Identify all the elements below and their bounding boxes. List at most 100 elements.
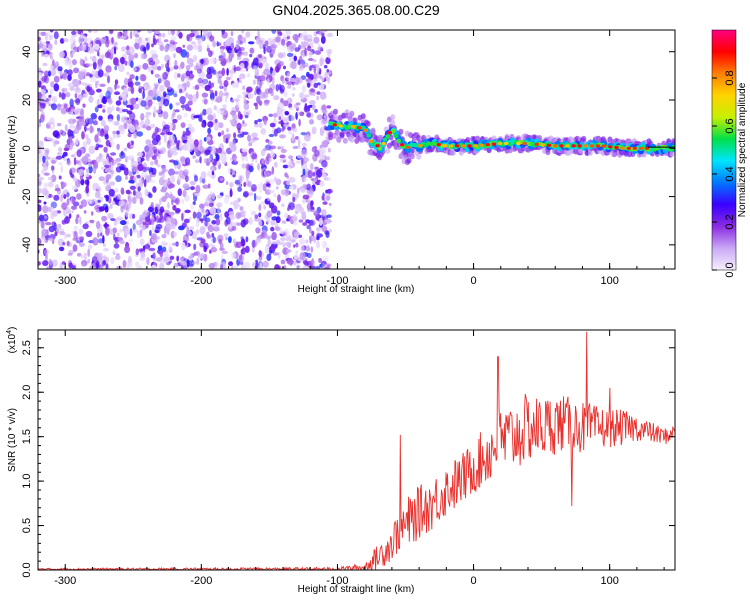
- spectrogram-noise-cell: [144, 114, 150, 119]
- spectrogram-noise-cell: [236, 241, 242, 249]
- spectrogram-x-tick-label: 0: [470, 275, 476, 287]
- spectrogram-noise-cell: [243, 103, 250, 111]
- spectrogram-noise-cell: [136, 264, 141, 269]
- spectrogram-noise-cell: [76, 214, 80, 219]
- spectrogram-noise-cell: [189, 180, 196, 186]
- spectrogram-noise-cell: [94, 100, 101, 106]
- spectrogram-noise-cell: [52, 142, 57, 147]
- spectrogram-noise-cell: [251, 239, 256, 248]
- spectrogram-noise-cell: [242, 120, 245, 124]
- spectrogram-noise-cell: [66, 240, 70, 247]
- spectrogram-ridge-peak: [632, 146, 637, 150]
- spectrogram-noise-cell: [275, 178, 282, 186]
- colorbar-tick-label: 0.2: [724, 214, 736, 229]
- spectrogram-noise-cell: [95, 191, 101, 199]
- spectrogram-noise-cell: [254, 120, 258, 125]
- spectrogram-noise-cell: [298, 118, 301, 127]
- spectrogram-ridge-peak: [522, 141, 527, 146]
- spectrogram-noise-cell: [201, 85, 205, 89]
- spectrogram-ridge-halo: [365, 120, 371, 127]
- spectrogram-noise-cell: [73, 225, 78, 231]
- spectrogram-noise-cell: [298, 219, 304, 223]
- spectrogram-noise-cell: [97, 51, 100, 57]
- spectrogram-noise-cell: [321, 140, 329, 148]
- spectrogram-noise-cell: [295, 160, 302, 164]
- spectrogram-y-tick-label: 0: [21, 145, 33, 151]
- spectrogram-noise-cell: [194, 251, 201, 256]
- spectrogram-noise-cell: [108, 30, 114, 35]
- spectrogram-noise-cell: [263, 68, 270, 76]
- spectrogram-noise-cell: [163, 39, 169, 43]
- spectrogram-noise-cell: [162, 72, 169, 80]
- spectrogram-noise-cell: [61, 92, 66, 100]
- spectrogram-noise-cell: [279, 84, 285, 93]
- chart-title: GN04.2025.365.08.00.C29: [272, 2, 440, 18]
- spectrogram-noise-cell: [69, 35, 76, 44]
- spectrogram-noise-cell: [202, 184, 209, 189]
- spectrogram-noise-cell: [97, 58, 103, 67]
- spectrogram-noise-cell: [245, 31, 251, 38]
- spectrogram-noise-cell: [151, 53, 159, 59]
- spectrogram-noise-cell: [115, 100, 122, 106]
- spectrogram-noise-cell: [154, 126, 159, 134]
- spectrogram-noise-cell: [254, 90, 257, 96]
- spectrogram-noise-cell: [128, 54, 135, 61]
- spectrogram-noise-cell: [280, 189, 287, 196]
- spectrogram-noise-cell: [326, 32, 334, 38]
- spectrogram-noise-cell: [38, 187, 42, 194]
- spectrogram-noise-cell: [178, 32, 183, 39]
- spectrogram-ridge-halo: [587, 149, 593, 156]
- spectrogram-noise-cell: [151, 225, 155, 232]
- snr-x-tick-label: -100: [326, 575, 348, 587]
- spectrogram-noise-cell: [67, 252, 73, 256]
- spectrogram-noise-cell: [195, 185, 201, 194]
- spectrogram-ridge-halo: [370, 129, 376, 136]
- spectrogram-noise-cell: [79, 236, 85, 241]
- spectrogram-noise-cell: [208, 202, 214, 207]
- spectrogram-noise-cell: [300, 211, 307, 215]
- spectrogram-noise-cell: [256, 78, 260, 85]
- spectrogram-noise-cell: [327, 50, 331, 59]
- spectrogram-noise-cell: [148, 143, 154, 151]
- spectrogram-noise-cell: [286, 180, 291, 186]
- spectrogram-noise-cell: [110, 170, 115, 175]
- spectrogram-noise-cell: [226, 133, 231, 137]
- spectrogram-noise-cell: [276, 186, 279, 190]
- spectrogram-noise-cell: [104, 164, 110, 169]
- spectrogram-noise-cell: [123, 147, 128, 152]
- spectrogram-noise-cell: [293, 221, 298, 226]
- spectrogram-noise-cell: [145, 219, 152, 226]
- spectrogram-noise-cell: [146, 257, 150, 266]
- spectrogram-noise-cell: [129, 185, 136, 190]
- spectrogram-noise-cell: [234, 49, 238, 54]
- spectrogram-noise-cell: [271, 205, 278, 214]
- spectrogram-ridge-peak: [387, 131, 392, 135]
- spectrogram-noise-cell: [316, 95, 320, 101]
- spectrogram-noise-cell: [292, 87, 296, 91]
- spectrogram-noise-cell: [54, 231, 58, 237]
- spectrogram-noise-cell: [112, 41, 118, 47]
- spectrogram-noise-cell: [42, 147, 50, 152]
- spectrogram-noise-cell: [85, 173, 90, 178]
- spectrogram-noise-cell: [245, 155, 248, 163]
- spectrogram-noise-cell: [309, 65, 312, 72]
- spectrogram-noise-cell: [318, 217, 323, 226]
- spectrogram-noise-cell: [299, 252, 306, 261]
- spectrogram-noise-cell: [295, 250, 299, 254]
- spectrogram-noise-cell: [206, 136, 211, 141]
- spectrogram-noise-cell: [76, 193, 82, 200]
- spectrogram-noise-cell: [203, 137, 207, 142]
- spectrogram-noise-cell: [69, 125, 76, 129]
- spectrogram-noise-cell: [150, 70, 154, 75]
- spectrogram-noise-cell: [76, 252, 82, 257]
- spectrogram-noise-cell: [45, 50, 50, 54]
- spectrogram-noise-cell: [106, 106, 113, 115]
- spectrogram-noise-cell: [251, 153, 258, 160]
- spectrogram-noise-cell: [307, 170, 314, 179]
- spectrogram-noise-cell: [236, 222, 242, 226]
- spectrogram-noise-cell: [328, 202, 332, 206]
- spectrogram-noise-cell: [113, 188, 119, 193]
- spectrogram-noise-cell: [38, 40, 43, 50]
- spectrogram-noise-cell: [97, 199, 101, 203]
